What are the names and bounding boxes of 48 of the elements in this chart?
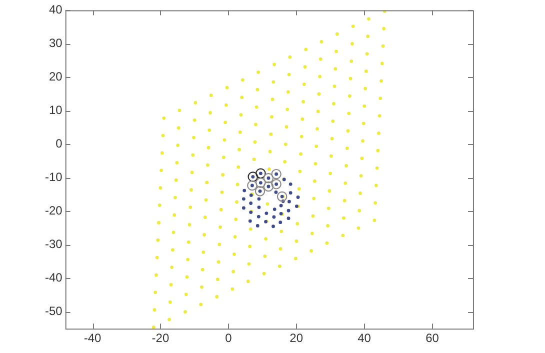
point xyxy=(257,197,261,201)
point xyxy=(286,208,290,212)
point xyxy=(242,206,246,210)
y-tick-label: -40 xyxy=(45,270,63,285)
point xyxy=(288,200,291,204)
x-tick-label: 20 xyxy=(290,331,304,346)
point xyxy=(286,216,290,220)
y-tick-label: 40 xyxy=(48,2,63,17)
point xyxy=(242,197,246,201)
point xyxy=(288,182,292,186)
point xyxy=(254,186,266,196)
point xyxy=(272,224,275,228)
point xyxy=(264,212,268,216)
y-tick-label: -20 xyxy=(45,204,63,218)
point xyxy=(263,172,274,184)
x-tick-label: -20 xyxy=(152,331,170,346)
point xyxy=(257,206,261,209)
point xyxy=(248,172,258,182)
x-tick-label: 40 xyxy=(358,331,372,346)
point xyxy=(272,215,276,219)
point xyxy=(271,178,282,190)
point xyxy=(271,168,282,180)
point xyxy=(276,191,288,202)
point xyxy=(272,208,276,211)
point xyxy=(248,219,252,223)
point xyxy=(249,202,253,205)
y-tick-label: 10 xyxy=(48,103,63,118)
point xyxy=(256,168,266,179)
point xyxy=(256,178,266,188)
y-tick-label: 0 xyxy=(56,136,63,151)
x-tick-label: 60 xyxy=(426,331,440,346)
point xyxy=(256,224,260,228)
y-tick-label: 20 xyxy=(48,70,63,84)
point xyxy=(256,214,260,218)
x-tick-label: 0 xyxy=(225,331,232,346)
point xyxy=(279,204,283,208)
point xyxy=(274,190,278,194)
point xyxy=(263,181,274,192)
point xyxy=(278,220,282,224)
x-tick-label: -40 xyxy=(84,331,102,346)
y-tick-label: -30 xyxy=(45,237,63,252)
point xyxy=(247,180,258,191)
y-tick-label: -50 xyxy=(45,304,63,318)
point xyxy=(296,196,300,199)
point xyxy=(288,191,292,195)
point xyxy=(242,188,246,192)
y-tick-label: -10 xyxy=(45,170,63,184)
y-tick-label: 30 xyxy=(48,36,63,50)
